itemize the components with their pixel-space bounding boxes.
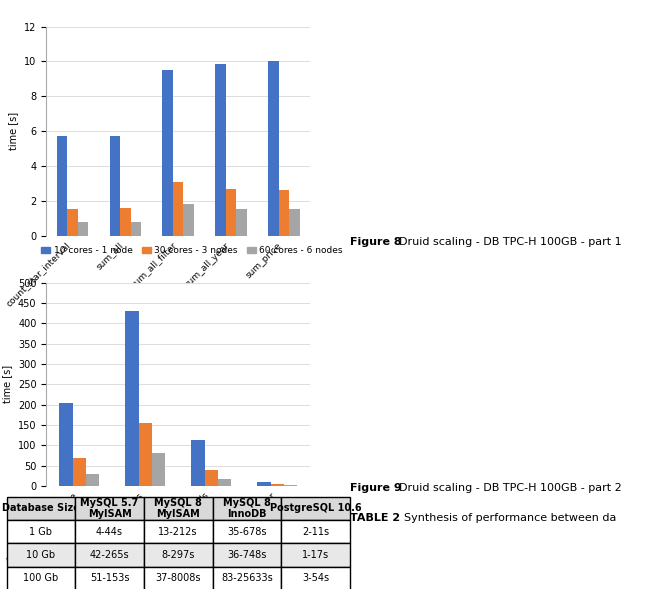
Bar xyxy=(67,210,78,236)
Bar xyxy=(86,474,99,486)
Bar xyxy=(215,64,226,236)
Bar xyxy=(284,485,297,486)
Bar xyxy=(152,454,165,486)
Bar xyxy=(205,471,218,486)
Bar xyxy=(73,458,86,486)
Bar xyxy=(226,190,236,236)
Bar xyxy=(289,210,300,236)
Bar xyxy=(57,136,67,236)
Legend: 10 cores - 1 node, 30 cores - 3 nodes, 60 cores - 6 nodes: 10 cores - 1 node, 30 cores - 3 nodes, 6… xyxy=(38,243,346,259)
Bar xyxy=(271,484,284,486)
Legend: 10 cores - 1 node, 30 cores - 3 nodes, 60 cores - 6 nodes: 10 cores - 1 node, 30 cores - 3 nodes, 6… xyxy=(38,0,346,1)
Text: Druid scaling - DB TPC-H 100GB - part 1: Druid scaling - DB TPC-H 100GB - part 1 xyxy=(399,237,622,247)
X-axis label: Query: Query xyxy=(162,573,194,583)
Bar xyxy=(78,221,88,236)
Bar xyxy=(131,221,141,236)
Bar xyxy=(59,403,73,486)
Bar xyxy=(279,190,289,236)
Bar xyxy=(173,181,183,236)
Bar xyxy=(110,136,120,236)
Text: Figure 9: Figure 9 xyxy=(350,483,401,493)
Text: Synthesis of performance between da: Synthesis of performance between da xyxy=(404,513,616,523)
Bar xyxy=(162,70,173,236)
X-axis label: Query: Query xyxy=(162,314,194,324)
Bar xyxy=(139,423,152,486)
Bar xyxy=(236,210,247,236)
Text: Druid scaling - DB TPC-H 100GB - part 2: Druid scaling - DB TPC-H 100GB - part 2 xyxy=(399,483,622,493)
Bar xyxy=(183,204,194,236)
Bar xyxy=(120,208,131,236)
Bar xyxy=(257,482,271,486)
Text: Figure 8: Figure 8 xyxy=(350,237,401,247)
Bar xyxy=(191,440,205,486)
Bar xyxy=(268,61,279,236)
Y-axis label: time [s]: time [s] xyxy=(9,112,18,150)
Y-axis label: time [s]: time [s] xyxy=(2,365,13,403)
Bar xyxy=(218,479,231,486)
Bar xyxy=(125,311,139,486)
Text: TABLE 2: TABLE 2 xyxy=(350,513,400,523)
